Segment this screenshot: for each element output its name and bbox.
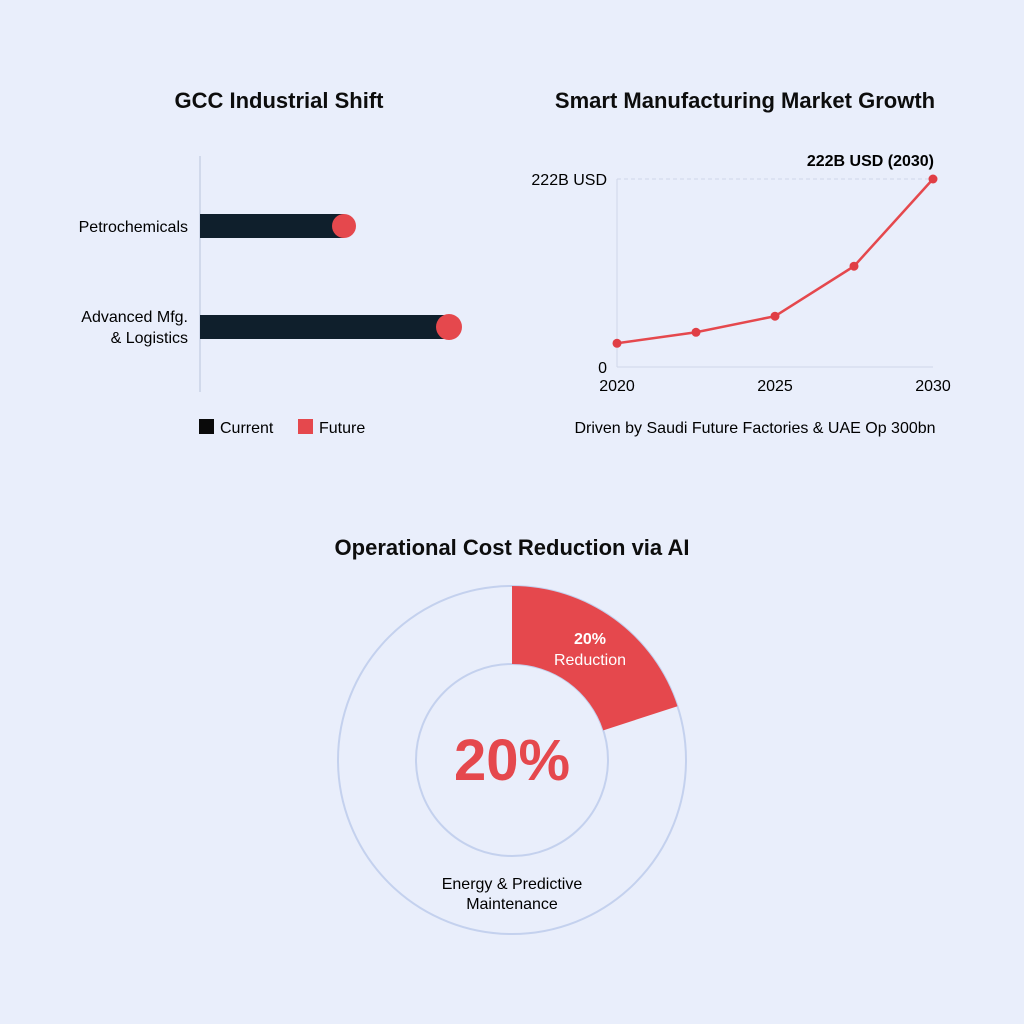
legend-label-current: Current (220, 420, 274, 437)
line-caption: Driven by Saudi Future Factories & UAE O… (574, 420, 935, 437)
marker-future (436, 314, 462, 340)
legend-swatch-future (298, 419, 313, 434)
x-tick-label: 2020 (599, 378, 635, 395)
bar-category-label: & Logistics (111, 330, 188, 347)
legend-label-future: Future (319, 420, 365, 437)
legend-swatch-current (199, 419, 214, 434)
marker-future (332, 214, 356, 238)
peak-annotation: 222B USD (2030) (807, 153, 934, 170)
line-point (770, 311, 780, 321)
x-tick-label: 2030 (915, 378, 951, 395)
slice-label-text: Reduction (554, 652, 626, 669)
bar-current (200, 315, 449, 339)
donut-chart: 20% Reduction 20% Energy & Predictive Ma… (337, 585, 687, 935)
y-tick-label: 0 (598, 360, 607, 377)
donut-caption: Energy & Predictive (442, 876, 583, 893)
bar-category-label: Petrochemicals (79, 219, 188, 236)
line-point (849, 261, 859, 271)
y-tick-label: 222B USD (531, 172, 607, 189)
center-value: 20% (454, 728, 570, 793)
bar-category-label: Advanced Mfg. (81, 309, 188, 326)
slice-label-pct: 20% (574, 631, 606, 648)
bar-chart: Petrochemicals Advanced Mfg. & Logistics… (79, 156, 462, 437)
line-point (691, 327, 701, 337)
line-point (928, 174, 938, 184)
line-point (612, 338, 622, 348)
donut-caption: Maintenance (466, 896, 558, 913)
x-tick-label: 2025 (757, 378, 793, 395)
line-chart: 222B USD 0 2020 2025 2030 222B USD (2030… (531, 153, 950, 437)
donut-chart-title: Operational Cost Reduction via AI (334, 535, 690, 560)
bar-chart-title: GCC Industrial Shift (174, 88, 384, 113)
line-chart-title: Smart Manufacturing Market Growth (554, 88, 936, 113)
bar-current (200, 214, 344, 238)
donut-slice-reduction (512, 586, 678, 731)
